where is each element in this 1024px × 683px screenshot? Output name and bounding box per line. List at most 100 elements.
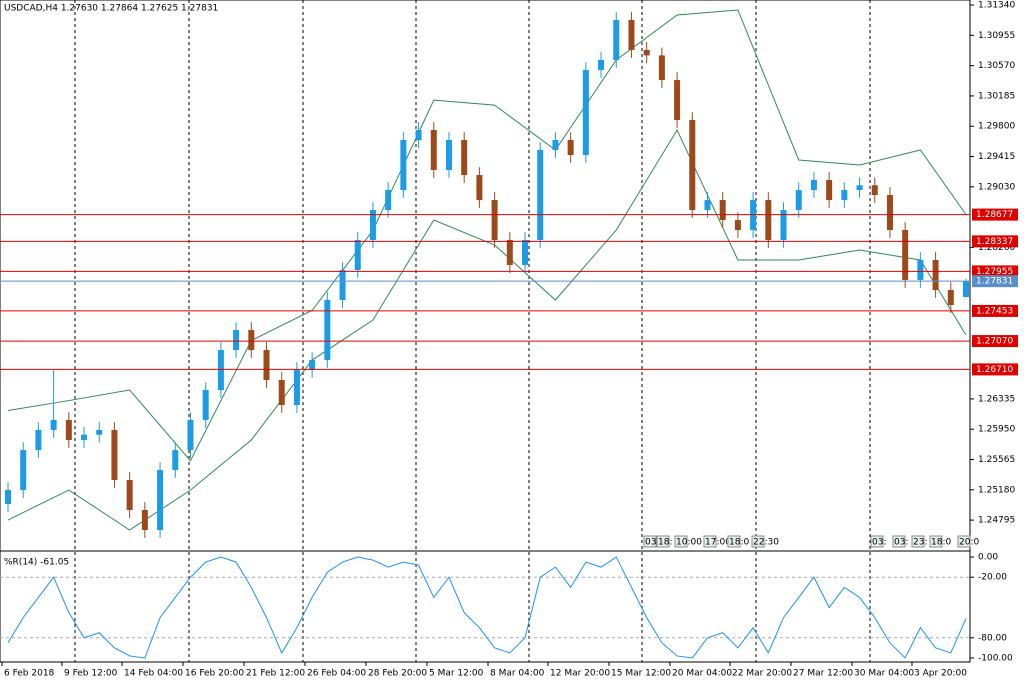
x-tick-label: 20 Mar 04:00: [672, 669, 732, 679]
time-label: 18:0: [729, 538, 749, 548]
candle-body: [704, 200, 711, 211]
x-tick-label: 9 Feb 12:00: [64, 669, 118, 679]
level-label-bg: [972, 265, 1018, 278]
time-label: 18:0: [931, 538, 951, 548]
y-tick-label: 1.28260: [978, 243, 1015, 253]
candle-body: [476, 175, 483, 201]
x-tick-label: 8 Mar 04:00: [490, 669, 545, 679]
candle-body: [400, 139, 407, 191]
x-tick-label: 30 Mar 04:00: [854, 669, 914, 679]
time-label: 17:00: [705, 538, 731, 548]
time-label: 03:: [894, 538, 908, 548]
candle-body: [233, 330, 240, 351]
candle-body: [415, 130, 422, 140]
time-label: 03:: [645, 538, 659, 548]
level-label: 1.28677: [976, 210, 1013, 220]
candle-body: [719, 200, 726, 221]
candle-body: [309, 360, 316, 371]
level-label: 1.28337: [976, 237, 1013, 247]
candle-body: [157, 470, 164, 531]
candle-body: [35, 429, 42, 451]
candle-body: [871, 185, 878, 196]
x-tick-label: 5 Mar 12:00: [429, 669, 484, 679]
period-separators: [74, 0, 871, 662]
candle-body: [217, 350, 224, 391]
level-label: 1.27955: [976, 267, 1013, 277]
candle-body: [856, 185, 863, 191]
candle-body: [674, 80, 681, 121]
time-label-bg: [929, 535, 943, 548]
candle-body: [369, 210, 376, 241]
y-tick-label: -20.00: [978, 573, 1007, 583]
candle-body: [537, 149, 544, 241]
time-label-bg: [892, 535, 906, 548]
williams-r-line: [7, 556, 967, 659]
x-tick-label: 3 Apr 20:00: [914, 669, 967, 679]
candle-body: [780, 210, 787, 241]
y-tick-label: -80.00: [978, 633, 1007, 643]
candle-body: [841, 190, 848, 201]
candle-body: [50, 419, 57, 430]
candle-body: [567, 139, 574, 156]
level-label: 1.27070: [976, 337, 1013, 347]
y-tick-label: 1.31340: [978, 1, 1015, 11]
time-label-bg: [957, 535, 971, 548]
candle-body: [963, 281, 969, 297]
candle-body: [902, 230, 909, 280]
indicator-label: %R(14) -61.05: [4, 558, 69, 568]
candle-body: [947, 289, 954, 306]
candle-body: [932, 260, 939, 290]
y-tick-label: -100.00: [978, 653, 1013, 663]
time-label: 23:: [913, 538, 927, 548]
plot-frame: [0, 0, 971, 663]
time-label-bg: [703, 535, 717, 548]
candle-body: [324, 299, 331, 361]
candle-body: [5, 490, 11, 504]
candle-body: [172, 450, 179, 471]
x-tick-label: 14 Feb 04:00: [124, 669, 183, 679]
candle-body: [126, 480, 133, 511]
y-tick-label: 1.30570: [978, 61, 1015, 71]
candle-body: [506, 240, 513, 266]
candle-body: [65, 419, 72, 440]
level-label-bg: [972, 335, 1018, 348]
time-label-bg: [911, 535, 925, 548]
chart-title: USDCAD,H4 1.27630 1.27864 1.27625 1.2783…: [4, 4, 218, 14]
level-label-bg: [972, 235, 1018, 248]
y-tick-label: 1.29030: [978, 182, 1015, 192]
candle-body: [810, 179, 817, 191]
x-tick-label: 22 Mar 20:00: [732, 669, 792, 679]
candle-body: [689, 120, 696, 211]
time-label: 03:: [872, 538, 886, 548]
level-label-bg: [972, 208, 1018, 221]
candle-body: [278, 380, 285, 406]
candle-body: [826, 179, 833, 201]
y-tick-label: 1.25950: [978, 425, 1015, 435]
candle-body: [202, 390, 209, 420]
candle-body: [734, 220, 741, 231]
time-label-bg: [674, 535, 688, 548]
candle-body: [111, 429, 118, 481]
level-label-bg: [972, 304, 1018, 317]
x-tick-label: 12 Mar 20:00: [550, 669, 610, 679]
candle-body: [628, 19, 635, 50]
candle-body: [445, 139, 452, 170]
level-label: 1.27453: [976, 306, 1013, 316]
y-tick-label: 0.00: [978, 553, 998, 563]
y-tick-label: 1.30185: [978, 91, 1015, 101]
y-tick-label: 1.29415: [978, 152, 1015, 162]
x-tick-label: 15 Mar 12:00: [611, 669, 671, 679]
time-label-bg: [643, 535, 657, 548]
candle-body: [613, 19, 620, 60]
candle-body: [582, 70, 589, 156]
candle-body: [141, 510, 148, 531]
x-tick-label: 28 Feb 20:00: [368, 669, 427, 679]
candle-body: [552, 139, 559, 150]
candle-body: [96, 429, 103, 435]
time-label-bg: [751, 535, 765, 548]
candle-body: [795, 190, 802, 211]
bollinger-upper: [7, 9, 967, 462]
candle-body: [886, 195, 893, 231]
